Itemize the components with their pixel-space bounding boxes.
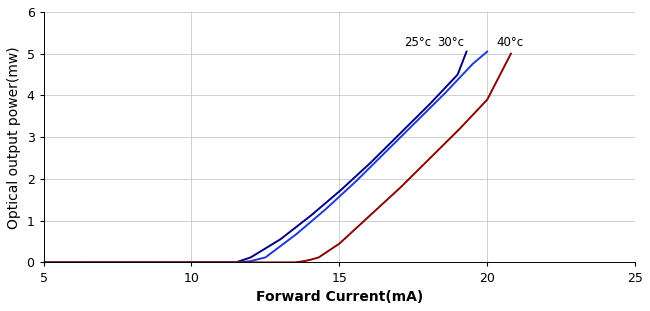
Text: 40°c: 40°c xyxy=(496,36,523,49)
Y-axis label: Optical output power(mw): Optical output power(mw) xyxy=(7,46,21,229)
Text: 25°c: 25°c xyxy=(404,36,432,49)
Text: 30°c: 30°c xyxy=(437,36,464,49)
X-axis label: Forward Current(mA): Forward Current(mA) xyxy=(255,290,423,304)
